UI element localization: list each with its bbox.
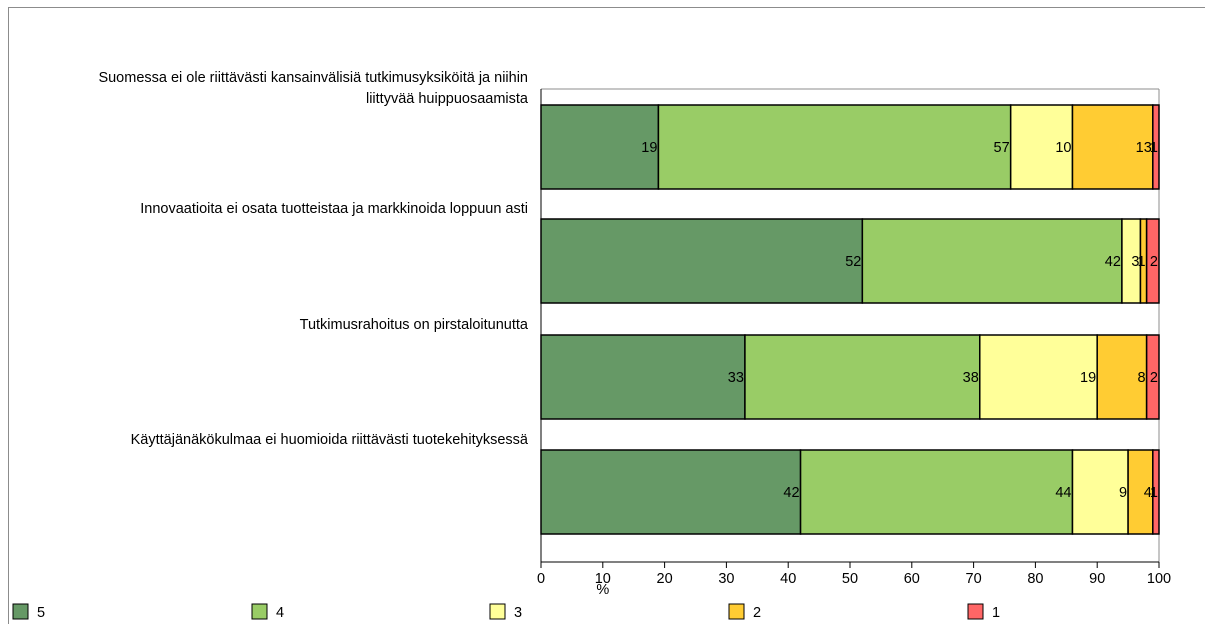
data-label-1-2: 13 <box>1136 140 1152 156</box>
x-tick-label-40: 40 <box>780 571 796 587</box>
data-label-2-4: 42 <box>1105 254 1121 270</box>
data-label-3-3: 19 <box>1080 370 1096 386</box>
legend-swatch-5 <box>12 603 29 620</box>
legend-label-2: 2 <box>753 605 761 621</box>
data-label-3-2: 8 <box>1138 370 1146 386</box>
bar-segment-4-3 <box>1071 449 1129 535</box>
x-tick-label-0: 0 <box>537 571 545 587</box>
data-label-1-4: 57 <box>994 140 1010 156</box>
bar-segment-4-1 <box>1152 449 1160 535</box>
bar-segment-3-1 <box>1145 334 1160 420</box>
bar-segment-4-5 <box>540 449 802 535</box>
data-label-2-5: 52 <box>845 254 861 270</box>
bar-segment-3-4 <box>744 334 981 420</box>
data-label-3-1: 2 <box>1150 370 1158 386</box>
bar-segment-1-3 <box>1009 104 1074 190</box>
bar-segment-1-2 <box>1071 104 1154 190</box>
data-label-1-1: 1 <box>1150 140 1158 156</box>
category-label-1-line-1: Suomessa ei ole riittävästi kansainvälis… <box>98 70 528 86</box>
bar-segment-3-5 <box>540 334 746 420</box>
x-tick-label-50: 50 <box>842 571 858 587</box>
bar-segment-4-2 <box>1127 449 1154 535</box>
legend-swatch-3 <box>489 603 506 620</box>
category-label-2: Innovaatioita ei osata tuotteistaa ja ma… <box>140 201 528 217</box>
data-label-4-3: 9 <box>1119 485 1127 501</box>
legend-label-1: 1 <box>992 605 1000 621</box>
bar-segment-1-5 <box>540 104 660 190</box>
data-label-4-1: 1 <box>1150 485 1158 501</box>
legend-label-5: 5 <box>37 605 45 621</box>
bar-segment-1-4 <box>657 104 1012 190</box>
bar-segment-4-4 <box>799 449 1074 535</box>
bar-segment-2-4 <box>861 218 1123 304</box>
x-tick-label-80: 80 <box>1027 571 1043 587</box>
data-label-4-4: 44 <box>1055 485 1071 501</box>
category-label-1-line-2: liittyvää huippuosaamista <box>366 91 529 107</box>
x-tick-label-10: 10 <box>595 571 611 587</box>
x-tick-label-30: 30 <box>718 571 734 587</box>
bar-segment-2-1 <box>1145 218 1160 304</box>
data-label-1-3: 10 <box>1055 140 1071 156</box>
data-label-4-2: 4 <box>1144 485 1152 501</box>
category-label-3: Tutkimusrahoitus on pirstaloitunutta <box>300 317 529 333</box>
legend-swatch-4 <box>251 603 268 620</box>
data-label-4-5: 42 <box>783 485 799 501</box>
bar-segment-2-5 <box>540 218 864 304</box>
x-axis-title: % <box>596 582 609 598</box>
category-label-4: Käyttäjänäkökulmaa ei huomioida riittävä… <box>131 432 529 448</box>
bar-segment-1-1 <box>1152 104 1160 190</box>
data-label-3-5: 33 <box>728 370 744 386</box>
x-tick-label-70: 70 <box>966 571 982 587</box>
data-label-2-1: 2 <box>1150 254 1158 270</box>
legend-swatch-1 <box>967 603 984 620</box>
legend-label-3: 3 <box>514 605 522 621</box>
data-label-1-5: 19 <box>641 140 657 156</box>
data-label-3-4: 38 <box>963 370 979 386</box>
data-label-2-3: 3 <box>1131 254 1139 270</box>
x-tick-label-60: 60 <box>904 571 920 587</box>
x-tick-label-90: 90 <box>1089 571 1105 587</box>
x-tick-label-20: 20 <box>657 571 673 587</box>
legend-label-4: 4 <box>276 605 284 621</box>
data-label-2-2: 1 <box>1138 254 1146 270</box>
legend-swatch-2 <box>728 603 745 620</box>
x-tick-label-100: 100 <box>1147 571 1171 587</box>
chart-frame <box>8 7 1205 624</box>
